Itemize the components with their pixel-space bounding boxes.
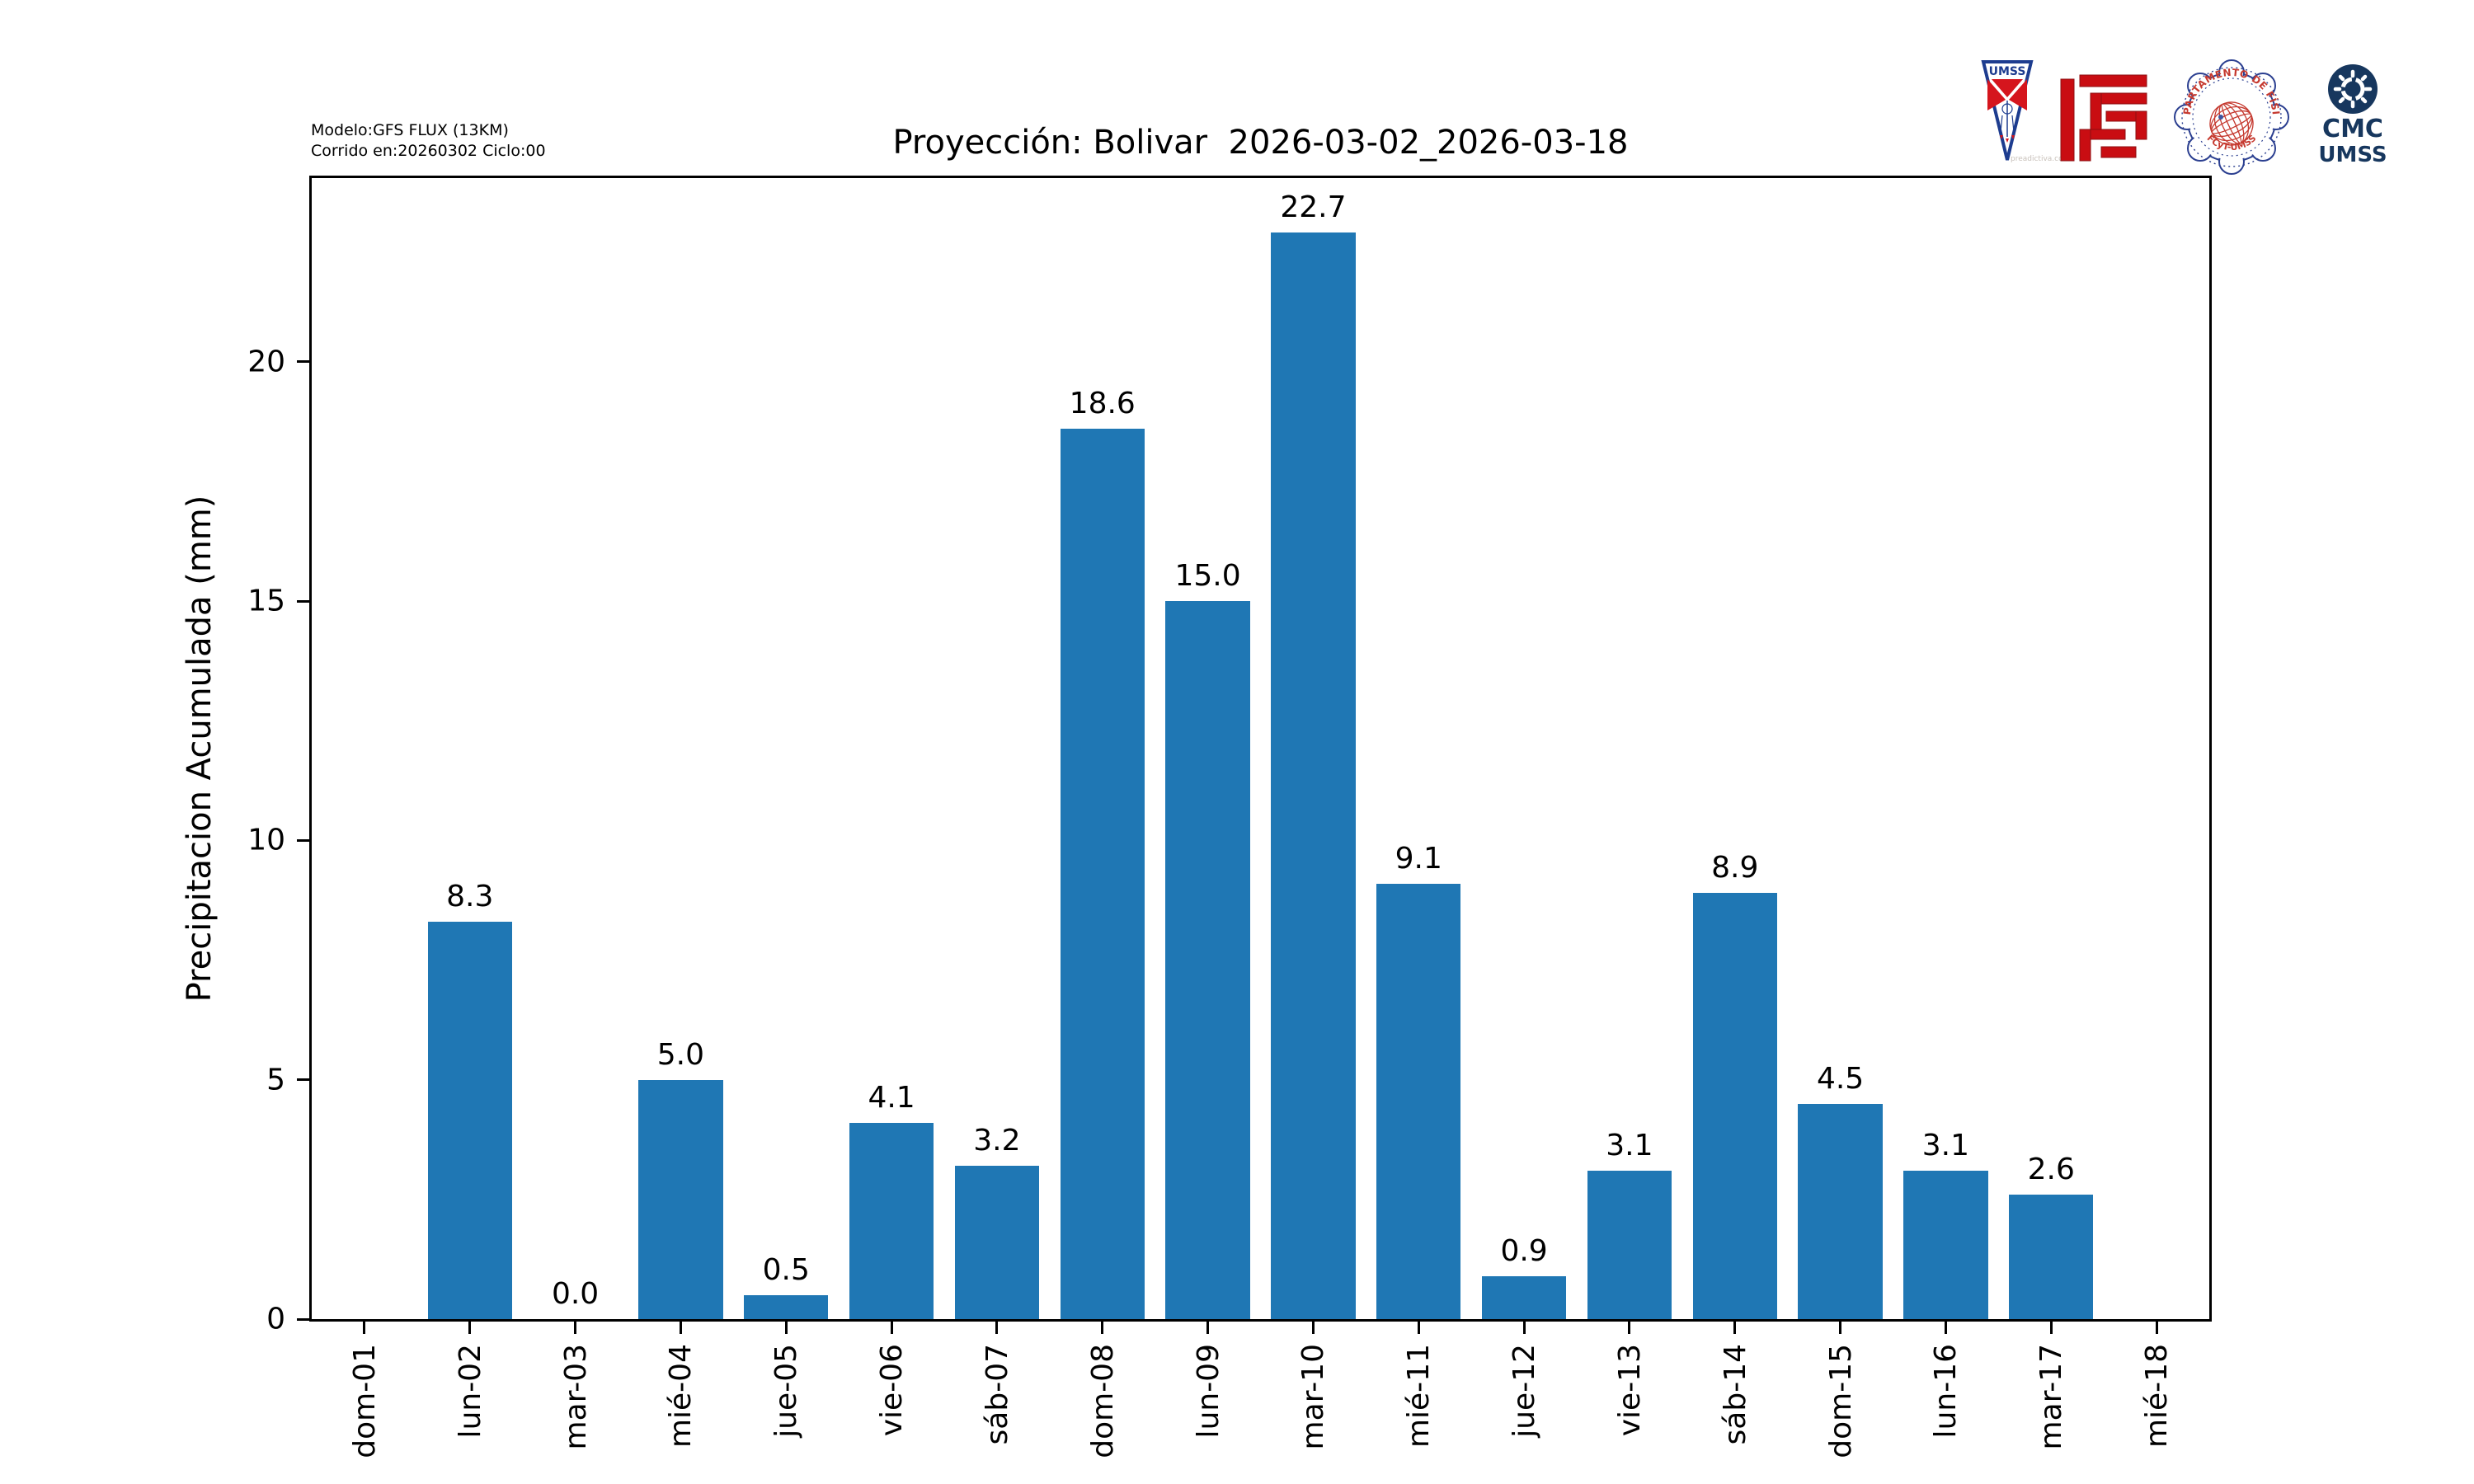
bar-value-label: 5.0 — [656, 1037, 705, 1072]
y-tick — [297, 360, 312, 364]
bar — [1692, 893, 1777, 1319]
logo-fcyt-maze — [2058, 73, 2149, 167]
x-tick-label: mié-11 — [1402, 1344, 1437, 1449]
bar-value-label: 0.0 — [551, 1277, 600, 1311]
bar-value-label: 9.1 — [1395, 841, 1442, 876]
x-tick-label: lun-02 — [453, 1344, 487, 1439]
x-tick — [679, 1319, 682, 1334]
bar-value-label: 8.3 — [446, 880, 494, 914]
x-tick — [784, 1319, 788, 1334]
x-tick — [2155, 1319, 2158, 1334]
y-tick — [297, 599, 312, 603]
bar-value-label: 3.1 — [1921, 1129, 1970, 1163]
model-line1: Modelo:GFS FLUX (13KM) — [311, 121, 509, 139]
x-tick-label: dom-08 — [1085, 1344, 1120, 1458]
y-tick-label: 10 — [247, 823, 285, 857]
x-tick-label: sáb-07 — [980, 1344, 1014, 1445]
x-tick-label: mar-17 — [2034, 1344, 2069, 1450]
x-tick — [468, 1319, 472, 1334]
x-tick-label: jue-05 — [769, 1344, 804, 1438]
x-tick — [1206, 1319, 1210, 1334]
svg-text:UMSS: UMSS — [2318, 143, 2387, 167]
x-tick — [2049, 1319, 2053, 1334]
plot-area: dom-01 8.3 lun-02 0.0 mar-03 5.0 mié-04 0.5 jue-… — [247, 176, 2212, 1458]
x-tick-label: dom-01 — [347, 1344, 382, 1458]
logo-cmc: CMC UMSS — [2314, 63, 2392, 175]
bar — [1481, 1275, 1567, 1319]
x-tick-label: dom-15 — [1823, 1344, 1858, 1458]
y-tick-label: 15 — [247, 584, 285, 618]
x-tick — [1733, 1319, 1737, 1334]
y-tick — [297, 1078, 312, 1082]
x-tick — [890, 1319, 893, 1334]
x-tick — [1522, 1319, 1526, 1334]
cmc-icon: CMC UMSS — [2318, 64, 2387, 167]
bar — [1271, 232, 1356, 1319]
y-tick-label: 5 — [266, 1063, 285, 1097]
x-tick-label: vie-13 — [1612, 1344, 1647, 1437]
y-tick — [297, 838, 312, 842]
x-tick-label: vie-06 — [875, 1344, 910, 1437]
x-tick-label: lun-09 — [1191, 1344, 1225, 1439]
chart-title: Proyección: Bolivar 2026-03-02_2026-03-1… — [892, 124, 1629, 162]
bar-value-label: 18.6 — [1069, 387, 1136, 421]
logos: UMSS preadictiva.com — [1981, 50, 2392, 178]
x-tick-label: mié-18 — [2140, 1344, 2175, 1449]
bar — [954, 1166, 1040, 1319]
umss-pennant-icon: UMSS — [1981, 60, 2034, 161]
bar-value-label: 0.5 — [762, 1252, 810, 1287]
bar — [1060, 429, 1145, 1319]
bar — [427, 922, 512, 1319]
y-tick-label: 20 — [247, 345, 285, 379]
y-axis-label: Precipitacion Acumulada (mm) — [181, 495, 219, 1003]
logo-umss-pennant: UMSS preadictiva.com — [1981, 59, 2070, 170]
bar — [1798, 1103, 1883, 1319]
bar — [1165, 601, 1250, 1319]
bar-value-label: 15.0 — [1174, 559, 1241, 594]
bar-value-label: 3.1 — [1606, 1129, 1653, 1163]
bar — [2009, 1195, 2094, 1319]
x-tick-label: mar-03 — [558, 1344, 593, 1450]
bar — [1376, 883, 1461, 1319]
x-tick — [995, 1319, 999, 1334]
bar — [1903, 1171, 1988, 1319]
x-tick-label: mar-10 — [1296, 1344, 1331, 1450]
physics-seal-icon: DEPARTAMENTO DE FÍSICA FCyT-UMSS — [2170, 50, 2289, 175]
x-tick — [1944, 1319, 1947, 1334]
bar-value-label: 8.9 — [1711, 851, 1759, 885]
umss-watermark: preadictiva.com — [2011, 155, 2071, 163]
x-tick — [1311, 1319, 1315, 1334]
bar-value-label: 4.5 — [1816, 1061, 1865, 1096]
y-tick — [297, 1317, 312, 1321]
svg-text:UMSS: UMSS — [1989, 65, 2026, 78]
x-tick — [1417, 1319, 1420, 1334]
x-tick-label: sáb-14 — [1718, 1344, 1752, 1445]
x-tick — [1628, 1319, 1631, 1334]
bar — [1587, 1171, 1672, 1319]
x-tick — [574, 1319, 577, 1334]
bar — [849, 1122, 934, 1319]
svg-text:CMC: CMC — [2322, 115, 2383, 143]
bar-value-label: 2.6 — [2027, 1153, 2075, 1187]
x-tick-label: lun-16 — [1929, 1344, 1964, 1439]
bar-value-label: 0.9 — [1500, 1233, 1548, 1268]
fcyt-maze-icon — [2060, 74, 2147, 162]
model-line2: Corrido en:20260302 Ciclo:00 — [311, 142, 546, 160]
x-tick-label: jue-12 — [1507, 1344, 1542, 1438]
bar — [744, 1294, 829, 1319]
x-tick — [1839, 1319, 1842, 1334]
bar-value-label: 4.1 — [868, 1080, 915, 1115]
bar-value-label: 3.2 — [973, 1124, 1021, 1158]
x-tick — [1101, 1319, 1104, 1334]
y-tick-label: 0 — [266, 1302, 285, 1336]
x-tick — [363, 1319, 366, 1334]
logo-physics-seal: DEPARTAMENTO DE FÍSICA FCyT-UMSS — [2170, 50, 2289, 178]
bar — [638, 1079, 723, 1319]
bar-value-label: 22.7 — [1280, 190, 1347, 225]
x-tick-label: mié-04 — [664, 1344, 698, 1449]
model-info: Modelo:GFS FLUX (13KM) Corrido en:2026030… — [311, 120, 546, 162]
